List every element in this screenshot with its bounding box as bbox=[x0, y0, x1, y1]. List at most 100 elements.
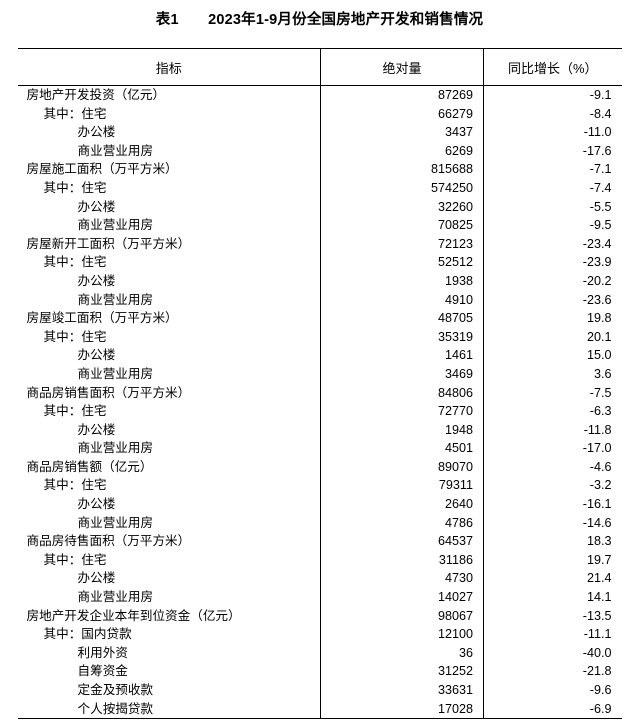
row-absolute-value: 4910 bbox=[320, 290, 484, 310]
row-label: 商业营业用房 bbox=[77, 143, 154, 158]
table-row: 其中：住宅 31186 19.7 bbox=[18, 550, 622, 570]
row-absolute-value: 32260 bbox=[320, 197, 484, 217]
table-body: 房地产开发投资（亿元） 87269 -9.1 其中：住宅 66279 -8.4 办公楼 343… bbox=[17, 85, 622, 720]
row-absolute-value: 70825 bbox=[320, 216, 484, 235]
row-yoy-growth: -6.9 bbox=[483, 699, 622, 720]
row-yoy-growth: -8.4 bbox=[483, 104, 622, 124]
row-absolute-value: 72123 bbox=[320, 234, 484, 254]
row-absolute-value: 4501 bbox=[320, 439, 484, 458]
table-row: 房屋竣工面积（万平方米） 48705 19.8 bbox=[18, 309, 622, 328]
row-yoy-growth: 19.7 bbox=[483, 550, 622, 570]
row-absolute-value: 33631 bbox=[320, 681, 484, 700]
row-yoy-growth: -14.6 bbox=[483, 513, 622, 533]
row-label: 房屋施工面积（万平方米） bbox=[26, 162, 178, 177]
row-yoy-growth: -23.9 bbox=[483, 253, 622, 272]
table-row: 其中：住宅 79311 -3.2 bbox=[18, 476, 622, 496]
row-absolute-value: 14027 bbox=[320, 588, 484, 607]
row-absolute-value: 1461 bbox=[320, 346, 484, 365]
row-label: 其中：住宅 bbox=[43, 329, 107, 344]
table-row: 办公楼 1938 -20.2 bbox=[18, 271, 622, 291]
table-row: 其中：住宅 35319 20.1 bbox=[18, 327, 622, 347]
row-absolute-value: 66279 bbox=[320, 104, 484, 124]
table-row: 商业营业用房 14027 14.1 bbox=[18, 588, 622, 607]
table-row: 商业营业用房 70825 -9.5 bbox=[18, 216, 622, 235]
row-yoy-growth: -40.0 bbox=[483, 643, 622, 663]
table-row: 商业营业用房 4910 -23.6 bbox=[18, 290, 622, 310]
row-absolute-value: 72770 bbox=[320, 402, 484, 421]
table-row: 办公楼 4730 21.4 bbox=[18, 569, 622, 589]
row-label: 利用外资 bbox=[77, 645, 128, 660]
table-row: 房地产开发投资（亿元） 87269 -9.1 bbox=[18, 85, 622, 105]
table-row: 其中：住宅 72770 -6.3 bbox=[18, 402, 622, 421]
row-yoy-growth: -9.1 bbox=[483, 85, 622, 105]
table-row: 办公楼 32260 -5.5 bbox=[18, 197, 622, 217]
row-yoy-growth: -17.0 bbox=[483, 439, 622, 458]
row-label: 办公楼 bbox=[77, 348, 116, 363]
table-container: 指标 绝对量 同比增长（%） 房地产开发投资（亿元） 87269 -9.1 其中：住宅… bbox=[17, 30, 622, 720]
row-absolute-value: 87269 bbox=[320, 85, 484, 105]
table-row: 房地产开发企业本年到位资金（亿元） 98067 -13.5 bbox=[18, 606, 622, 626]
row-label: 商品房待售面积（万平方米） bbox=[26, 534, 191, 549]
row-label: 定金及预收款 bbox=[77, 683, 154, 697]
table-row: 商业营业用房 4501 -17.0 bbox=[18, 439, 622, 458]
row-yoy-growth: -4.6 bbox=[483, 457, 622, 477]
row-absolute-value: 31252 bbox=[320, 662, 484, 681]
row-yoy-growth: -7.4 bbox=[483, 178, 622, 198]
table-row: 其中：住宅 52512 -23.9 bbox=[18, 253, 622, 272]
table-row: 其中：住宅 574250 -7.4 bbox=[18, 178, 622, 198]
row-label: 自筹资金 bbox=[77, 664, 128, 679]
row-absolute-value: 31186 bbox=[320, 550, 484, 570]
row-yoy-growth: -23.6 bbox=[483, 290, 622, 310]
row-yoy-growth: -20.2 bbox=[483, 271, 622, 291]
row-absolute-value: 1948 bbox=[320, 420, 484, 440]
row-label: 其中：住宅 bbox=[43, 552, 107, 567]
row-label: 房地产开发投资（亿元） bbox=[26, 88, 166, 102]
row-label: 办公楼 bbox=[77, 497, 116, 512]
row-yoy-growth: 18.3 bbox=[483, 532, 622, 551]
row-yoy-growth: 19.8 bbox=[483, 309, 622, 328]
table-row: 办公楼 2640 -16.1 bbox=[18, 495, 622, 514]
row-yoy-growth: -11.1 bbox=[483, 625, 622, 644]
row-yoy-growth: -11.0 bbox=[483, 123, 622, 142]
row-label: 办公楼 bbox=[77, 125, 116, 140]
table-row: 商品房待售面积（万平方米） 64537 18.3 bbox=[18, 532, 622, 551]
row-absolute-value: 89070 bbox=[320, 457, 484, 477]
row-absolute-value: 3437 bbox=[320, 123, 484, 142]
row-label: 商业营业用房 bbox=[77, 366, 154, 381]
row-label: 商业营业用房 bbox=[77, 292, 154, 307]
row-label: 办公楼 bbox=[77, 199, 116, 214]
row-label: 办公楼 bbox=[77, 571, 116, 586]
row-label: 其中：住宅 bbox=[43, 404, 107, 419]
row-yoy-growth: 21.4 bbox=[483, 569, 622, 589]
row-label: 房屋竣工面积（万平方米） bbox=[26, 311, 178, 326]
row-label: 房地产开发企业本年到位资金（亿元） bbox=[26, 608, 241, 623]
row-label: 房屋新开工面积（万平方米） bbox=[26, 236, 191, 251]
row-label: 商品房销售面积（万平方米） bbox=[26, 385, 191, 400]
table-row: 房屋施工面积（万平方米） 815688 -7.1 bbox=[18, 160, 622, 179]
table-row: 利用外资 36 -40.0 bbox=[18, 643, 622, 663]
row-yoy-growth: 20.1 bbox=[483, 327, 622, 347]
row-yoy-growth: -9.5 bbox=[483, 216, 622, 235]
row-yoy-growth: -21.8 bbox=[483, 662, 622, 681]
row-absolute-value: 12100 bbox=[320, 625, 484, 644]
row-yoy-growth: -16.1 bbox=[483, 495, 622, 514]
table-row: 商业营业用房 4786 -14.6 bbox=[18, 513, 622, 533]
row-label: 个人按揭贷款 bbox=[17, 699, 321, 720]
row-absolute-value: 36 bbox=[320, 643, 484, 663]
table-row: 房屋新开工面积（万平方米） 72123 -23.4 bbox=[18, 234, 622, 254]
row-label: 商业营业用房 bbox=[77, 515, 154, 530]
row-absolute-value: 17028 bbox=[320, 699, 484, 720]
table-row: 定金及预收款 33631 -9.6 bbox=[18, 681, 622, 700]
table-row: 个人按揭贷款 17028 -6.9 bbox=[17, 699, 622, 720]
row-yoy-growth: -11.8 bbox=[483, 420, 622, 440]
row-absolute-value: 2640 bbox=[320, 495, 484, 514]
row-label: 其中：住宅 bbox=[43, 255, 107, 270]
table-row: 办公楼 1948 -11.8 bbox=[18, 420, 622, 440]
table-row: 办公楼 1461 15.0 bbox=[18, 346, 622, 365]
row-yoy-growth: -17.6 bbox=[483, 141, 622, 161]
table-header-row: 指标 绝对量 同比增长（%） bbox=[17, 48, 622, 86]
row-absolute-value: 1938 bbox=[320, 271, 484, 291]
row-yoy-growth: -5.5 bbox=[483, 197, 622, 217]
column-header-yoy-growth: 同比增长（%） bbox=[483, 48, 622, 86]
